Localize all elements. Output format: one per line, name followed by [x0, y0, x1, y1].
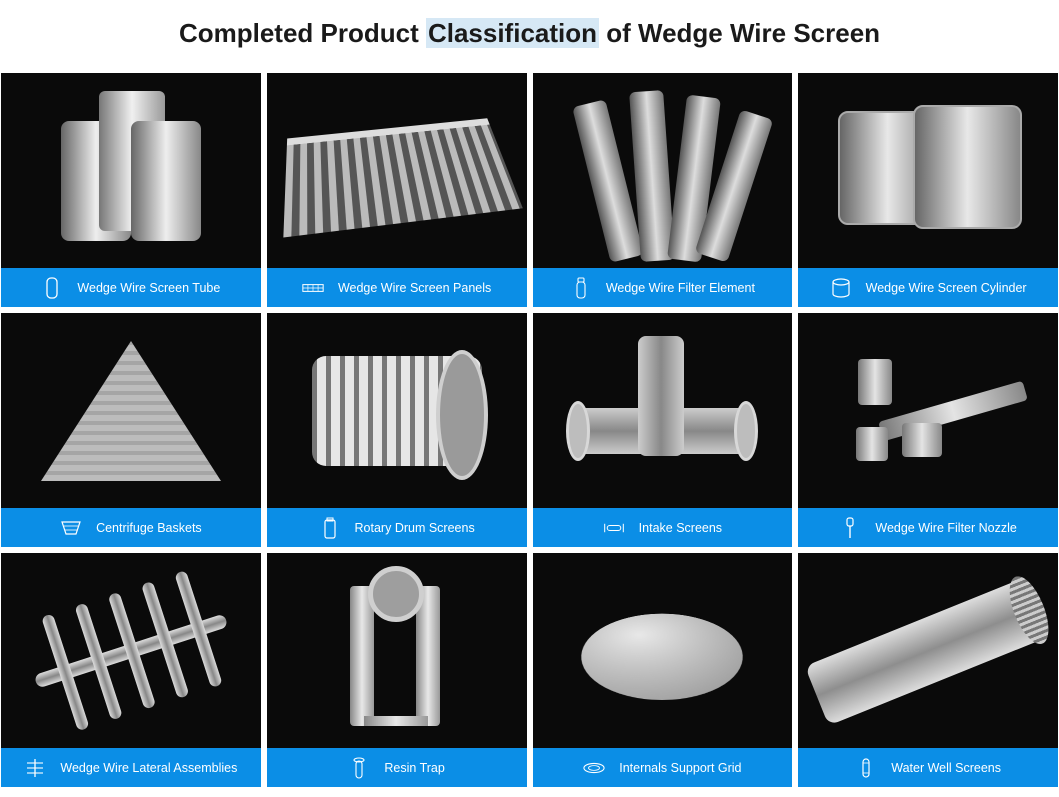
- product-label: Rotary Drum Screens: [355, 521, 475, 535]
- product-card-centrifuge[interactable]: Centrifuge Baskets: [1, 313, 261, 547]
- product-label-bar: Wedge Wire Lateral Assemblies: [1, 748, 261, 787]
- product-label-bar: Water Well Screens: [798, 748, 1058, 787]
- basket-icon: [60, 517, 82, 539]
- product-card-intake[interactable]: Intake Screens: [533, 313, 793, 547]
- product-label: Wedge Wire Screen Cylinder: [866, 281, 1027, 295]
- product-card-nozzle[interactable]: Wedge Wire Filter Nozzle: [798, 313, 1058, 547]
- lateral-icon: [24, 757, 46, 779]
- product-card-panels[interactable]: Wedge Wire Screen Panels: [267, 73, 527, 307]
- product-label: Centrifuge Baskets: [96, 521, 202, 535]
- panel-shape: [283, 118, 522, 237]
- lateral-shape: [8, 553, 254, 748]
- product-label: Wedge Wire Screen Panels: [338, 281, 491, 295]
- product-label: Wedge Wire Filter Nozzle: [875, 521, 1016, 535]
- product-image: [798, 313, 1058, 508]
- product-grid: Wedge Wire Screen Tube Wedge Wire Screen…: [0, 73, 1059, 797]
- product-card-resin-trap[interactable]: Resin Trap: [267, 553, 527, 787]
- product-card-lateral[interactable]: Wedge Wire Lateral Assemblies: [1, 553, 261, 787]
- product-image: [533, 313, 793, 508]
- nozzle-icon: [839, 517, 861, 539]
- product-label: Water Well Screens: [891, 761, 1001, 775]
- product-label: Wedge Wire Lateral Assemblies: [60, 761, 237, 775]
- product-image: [533, 553, 793, 748]
- product-image: [798, 73, 1058, 268]
- product-label: Resin Trap: [384, 761, 444, 775]
- product-card-cylinder[interactable]: Wedge Wire Screen Cylinder: [798, 73, 1058, 307]
- product-card-water-well[interactable]: Water Well Screens: [798, 553, 1058, 787]
- product-label-bar: Intake Screens: [533, 508, 793, 547]
- page-title: Completed Product Classification of Wedg…: [0, 0, 1059, 73]
- bottle-icon: [570, 277, 592, 299]
- tube-icon: [41, 277, 63, 299]
- product-label-bar: Resin Trap: [267, 748, 527, 787]
- product-card-support-grid[interactable]: Internals Support Grid: [533, 553, 793, 787]
- product-label-bar: Wedge Wire Filter Element: [533, 268, 793, 307]
- resin-shape: [312, 566, 482, 736]
- nozzle-shape: [828, 341, 1028, 481]
- well-shape: [805, 576, 1051, 725]
- product-image: [267, 553, 527, 748]
- product-label: Wedge Wire Screen Tube: [77, 281, 220, 295]
- product-label-bar: Internals Support Grid: [533, 748, 793, 787]
- product-label: Intake Screens: [639, 521, 722, 535]
- product-card-rotary-drum[interactable]: Rotary Drum Screens: [267, 313, 527, 547]
- drum-shape: [312, 356, 482, 466]
- product-image: [798, 553, 1058, 748]
- product-image: [1, 553, 261, 748]
- product-image: [267, 313, 527, 508]
- intake-shape: [572, 336, 752, 486]
- intake-icon: [603, 517, 625, 539]
- disc-icon: [583, 757, 605, 779]
- product-image: [1, 73, 261, 268]
- product-label: Internals Support Grid: [619, 761, 741, 775]
- product-card-tube[interactable]: Wedge Wire Screen Tube: [1, 73, 261, 307]
- product-image: [1, 313, 261, 508]
- trap-icon: [348, 757, 370, 779]
- product-label-bar: Wedge Wire Screen Cylinder: [798, 268, 1058, 307]
- well-icon: [855, 757, 877, 779]
- panel-icon: [302, 277, 324, 299]
- drum-icon: [319, 517, 341, 539]
- product-label-bar: Wedge Wire Screen Tube: [1, 268, 261, 307]
- product-label: Wedge Wire Filter Element: [606, 281, 755, 295]
- product-label-bar: Wedge Wire Filter Nozzle: [798, 508, 1058, 547]
- product-label-bar: Wedge Wire Screen Panels: [267, 268, 527, 307]
- cylinder-icon: [830, 277, 852, 299]
- product-card-filter-element[interactable]: Wedge Wire Filter Element: [533, 73, 793, 307]
- title-highlight: Classification: [426, 18, 599, 48]
- cone-shape: [41, 341, 221, 481]
- tube-shape: [41, 91, 221, 251]
- product-image: [533, 73, 793, 268]
- product-label-bar: Rotary Drum Screens: [267, 508, 527, 547]
- cylinder-shape: [828, 101, 1028, 241]
- product-label-bar: Centrifuge Baskets: [1, 508, 261, 547]
- filter-shape: [567, 81, 757, 261]
- title-pre: Completed Product: [179, 18, 426, 48]
- product-image: [267, 73, 527, 268]
- support-shape: [570, 613, 755, 699]
- title-post: of Wedge Wire Screen: [599, 18, 880, 48]
